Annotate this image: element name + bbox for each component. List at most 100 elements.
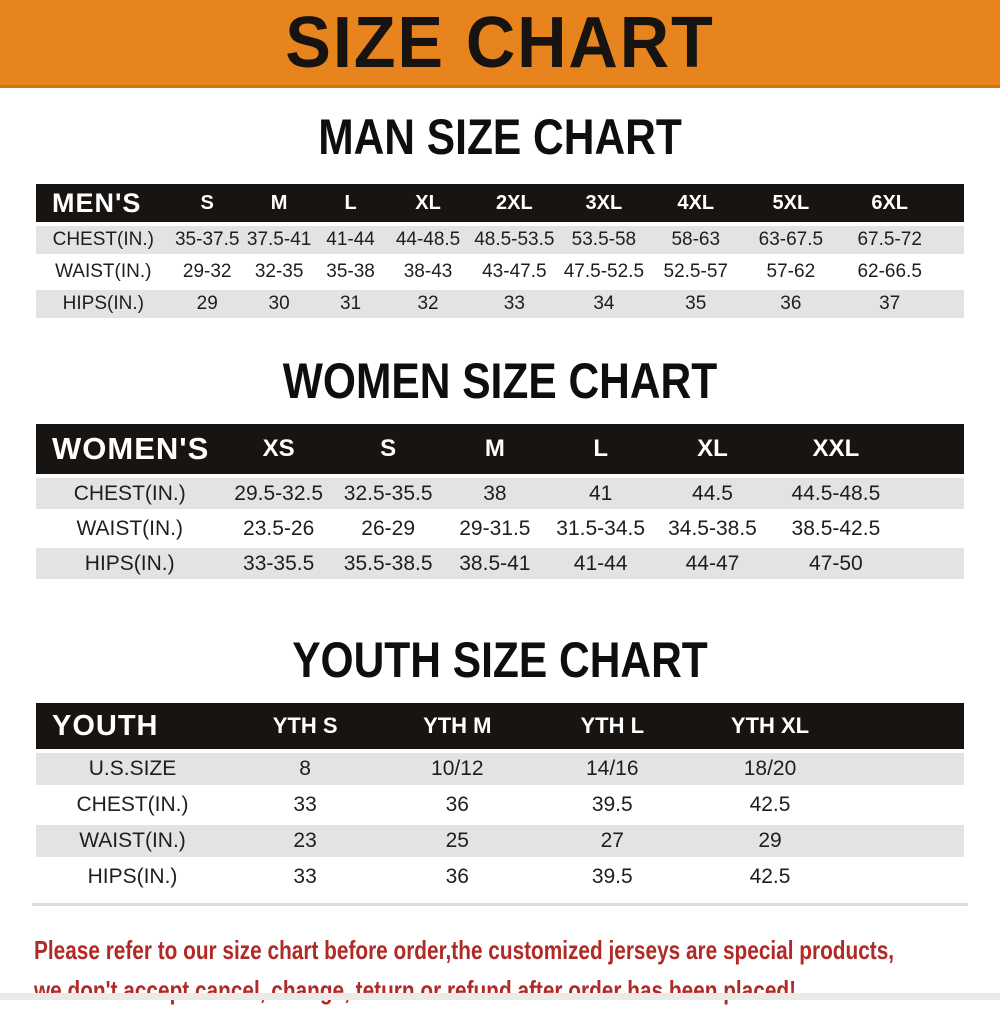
spacer-cell xyxy=(848,789,964,821)
row-label: CHEST(IN.) xyxy=(36,226,171,254)
size-value-cell: 31.5-34.5 xyxy=(547,513,655,544)
size-value-cell: 29-32 xyxy=(170,258,244,286)
size-value-cell: 32.5-35.5 xyxy=(333,478,443,509)
table-header-row: YOUTH YTH S YTH M YTH L YTH XL xyxy=(36,703,964,749)
size-value-cell: 44-48.5 xyxy=(386,226,470,254)
size-value-cell: 34 xyxy=(559,290,649,318)
size-value-cell: 23.5-26 xyxy=(223,513,334,544)
size-value-cell: 63-67.5 xyxy=(743,226,839,254)
spacer-cell xyxy=(900,548,964,579)
size-value-cell: 38-43 xyxy=(386,258,470,286)
size-value-cell: 44-47 xyxy=(654,548,771,579)
table-row: CHEST(IN.) 29.5-32.5 32.5-35.5 38 41 44.5 44.5… xyxy=(36,478,964,509)
size-value-cell: 35 xyxy=(648,290,744,318)
spacer-cell xyxy=(848,861,964,893)
column-header: 4XL xyxy=(648,184,744,222)
size-value-cell: 36 xyxy=(381,861,534,893)
column-header: 6XL xyxy=(838,184,941,222)
size-value-cell: 62-66.5 xyxy=(838,258,941,286)
size-value-cell: 38.5-41 xyxy=(442,548,548,579)
size-value-cell: 37 xyxy=(838,290,941,318)
table-row: CHEST(IN.) 33 36 39.5 42.5 xyxy=(36,789,964,821)
size-value-cell: 31 xyxy=(314,290,387,318)
size-value-cell: 38.5-42.5 xyxy=(770,513,901,544)
spacer-cell xyxy=(848,753,964,785)
size-value-cell: 47-50 xyxy=(770,548,901,579)
size-value-cell: 52.5-57 xyxy=(648,258,744,286)
disclaimer-line-1: Please refer to our size chart before or… xyxy=(34,935,895,965)
spacer-cell xyxy=(940,226,964,254)
size-value-cell: 36 xyxy=(381,789,534,821)
table-corner-label: YOUTH xyxy=(36,703,230,749)
table-row: U.S.SIZE 8 10/12 14/16 18/20 xyxy=(36,753,964,785)
size-value-cell: 36 xyxy=(743,290,839,318)
table-row: HIPS(IN.) 29 30 31 32 33 34 35 36 37 xyxy=(36,290,964,318)
size-value-cell: 41-44 xyxy=(314,226,387,254)
table-row: WAIST(IN.) 23 25 27 29 xyxy=(36,825,964,857)
women-size-table: WOMEN'S XS S M L XL XXL CHEST(IN.) 29.5-32.5 32.5… xyxy=(36,420,964,583)
size-value-cell: 41 xyxy=(547,478,655,509)
size-value-cell: 29-31.5 xyxy=(442,513,548,544)
row-label: WAIST(IN.) xyxy=(36,513,224,544)
size-value-cell: 47.5-52.5 xyxy=(559,258,649,286)
size-value-cell: 33-35.5 xyxy=(223,548,334,579)
row-label: WAIST(IN.) xyxy=(36,258,171,286)
size-value-cell: 33 xyxy=(469,290,560,318)
size-value-cell: 25 xyxy=(381,825,534,857)
section-title-men: MAN SIZE CHART xyxy=(318,109,682,165)
table-row: CHEST(IN.) 35-37.5 37.5-41 41-44 44-48.5 48.5… xyxy=(36,226,964,254)
men-size-table: MEN'S S M L XL 2XL 3XL 4XL 5XL 6XL CHEST(IN.) 35-37… xyxy=(36,180,964,322)
size-value-cell: 34.5-38.5 xyxy=(654,513,771,544)
size-value-cell: 67.5-72 xyxy=(838,226,941,254)
size-value-cell: 30 xyxy=(243,290,315,318)
size-value-cell: 8 xyxy=(229,753,382,785)
size-value-cell: 29 xyxy=(691,825,849,857)
size-value-cell: 32-35 xyxy=(243,258,315,286)
size-value-cell: 39.5 xyxy=(533,861,692,893)
disclaimer-line-2: we don't accept cancel, change, teturn o… xyxy=(34,975,797,1006)
column-header: YTH L xyxy=(533,703,692,749)
size-value-cell: 29.5-32.5 xyxy=(223,478,334,509)
size-value-cell: 27 xyxy=(533,825,692,857)
column-header: XXL xyxy=(770,424,901,474)
size-value-cell: 18/20 xyxy=(691,753,849,785)
table-row: HIPS(IN.) 33 36 39.5 42.5 xyxy=(36,861,964,893)
table-corner-label: MEN'S xyxy=(36,184,171,222)
size-value-cell: 32 xyxy=(386,290,470,318)
size-value-cell: 37.5-41 xyxy=(243,226,315,254)
size-value-cell: 53.5-58 xyxy=(559,226,649,254)
size-value-cell: 57-62 xyxy=(743,258,839,286)
column-header: L xyxy=(547,424,655,474)
size-value-cell: 44.5 xyxy=(654,478,771,509)
column-header: S xyxy=(170,184,244,222)
column-header: S xyxy=(333,424,443,474)
table-header-row: MEN'S S M L XL 2XL 3XL 4XL 5XL 6XL xyxy=(36,184,964,222)
size-value-cell: 44.5-48.5 xyxy=(770,478,901,509)
size-value-cell: 29 xyxy=(170,290,244,318)
size-value-cell: 35.5-38.5 xyxy=(333,548,443,579)
column-header: L xyxy=(314,184,387,222)
column-header: XL xyxy=(386,184,470,222)
table-row: HIPS(IN.) 33-35.5 35.5-38.5 38.5-41 41-44 44-… xyxy=(36,548,964,579)
column-header: M xyxy=(243,184,315,222)
column-header: 2XL xyxy=(469,184,560,222)
column-header: M xyxy=(442,424,548,474)
column-header: XL xyxy=(654,424,771,474)
size-value-cell: 41-44 xyxy=(547,548,655,579)
size-value-cell: 35-37.5 xyxy=(170,226,244,254)
spacer-cell xyxy=(940,258,964,286)
size-value-cell: 23 xyxy=(229,825,382,857)
size-value-cell: 33 xyxy=(229,789,382,821)
size-value-cell: 38 xyxy=(442,478,548,509)
row-label: WAIST(IN.) xyxy=(36,825,230,857)
column-header: 3XL xyxy=(559,184,649,222)
section-title-women: WOMEN SIZE CHART xyxy=(282,353,718,409)
size-value-cell: 35-38 xyxy=(314,258,387,286)
column-header: YTH XL xyxy=(691,703,849,749)
section-title-youth: YOUTH SIZE CHART xyxy=(292,632,708,688)
size-value-cell: 42.5 xyxy=(691,861,849,893)
column-header: YTH M xyxy=(381,703,534,749)
row-label: CHEST(IN.) xyxy=(36,478,224,509)
column-header: XS xyxy=(223,424,334,474)
table-header-row: WOMEN'S XS S M L XL XXL xyxy=(36,424,964,474)
